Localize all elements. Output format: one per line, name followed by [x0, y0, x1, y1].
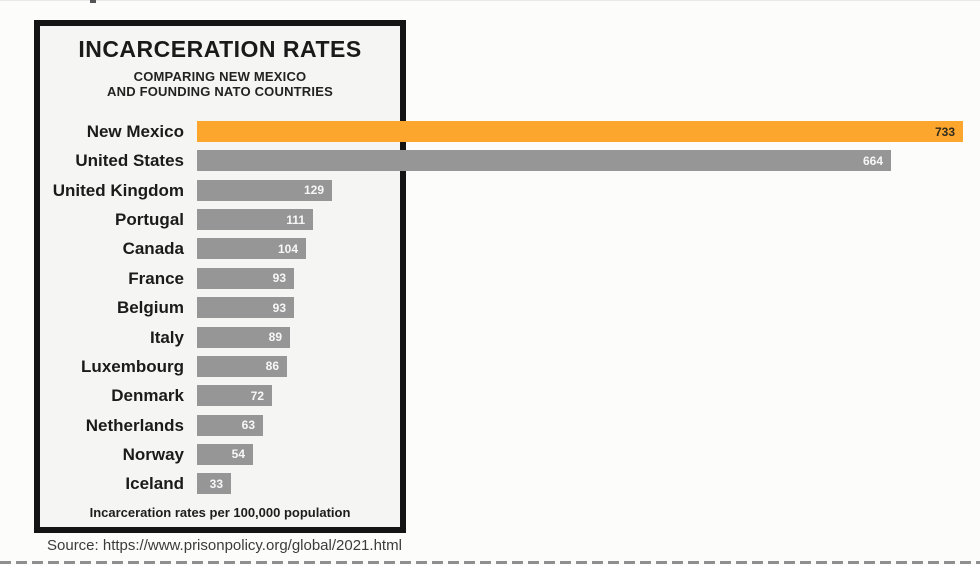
chart-row: Italy 89 — [0, 326, 980, 348]
category-label: New Mexico — [86, 122, 184, 141]
chart-row: United Kingdom 129 — [0, 179, 980, 201]
chart-subtitle-line2: AND FOUNDING NATO COUNTRIES — [107, 84, 333, 99]
cropped-top-line — [0, 0, 980, 1]
category-label: Italy — [149, 327, 184, 347]
bar: 664 — [197, 150, 891, 172]
value-label: 54 — [231, 447, 245, 462]
category-label: Luxembourg — [81, 356, 184, 376]
chart-row: France 93 — [0, 267, 980, 289]
value-label: 93 — [272, 271, 286, 286]
cropped-top-text-fragment — [90, 0, 96, 3]
value-label: 93 — [272, 300, 286, 315]
bar: 104 — [197, 238, 306, 260]
chart-subtitle: COMPARING NEW MEXICO AND FOUNDING NATO C… — [40, 69, 400, 99]
chart-row: Luxembourg 86 — [0, 355, 980, 377]
category-label: Portugal — [115, 210, 184, 230]
chart-row: Canada 104 — [0, 238, 980, 260]
category-label: United States — [75, 151, 184, 171]
chart-row: United States 664 — [0, 150, 980, 172]
chart-row: Norway 54 — [0, 443, 980, 465]
cropped-bottom-dashes — [0, 561, 980, 564]
category-label: Iceland — [125, 474, 184, 494]
bar: 89 — [197, 326, 290, 348]
bar: 93 — [197, 267, 294, 289]
category-label: Canada — [122, 239, 184, 259]
category-label: Denmark — [111, 386, 184, 406]
chart-row: Iceland 33 — [0, 473, 980, 495]
source-citation: Source: https://www.prisonpolicy.org/glo… — [47, 537, 402, 554]
bar: 72 — [197, 385, 272, 407]
category-label: Belgium — [116, 298, 184, 318]
bar: 63 — [197, 414, 263, 436]
value-label: 664 — [862, 153, 883, 168]
bar: 86 — [197, 355, 287, 377]
chart-row: New Mexico 733 — [0, 121, 980, 142]
value-label: 104 — [277, 241, 298, 256]
value-label: 733 — [934, 124, 955, 139]
category-label: France — [128, 268, 184, 288]
category-label: Netherlands — [85, 415, 184, 435]
bar-highlighted: 733 — [197, 121, 963, 142]
chart-title: INCARCERATION RATES — [78, 36, 362, 62]
bar: 129 — [197, 179, 332, 201]
value-label: 111 — [286, 212, 305, 227]
chart-footnote: Incarceration rates per 100,000 populati… — [89, 505, 351, 520]
category-label: Norway — [122, 444, 184, 464]
value-label: 129 — [303, 183, 324, 198]
chart-row: Netherlands 63 — [0, 414, 980, 436]
chart-subtitle-line1: COMPARING NEW MEXICO — [133, 69, 307, 84]
bar: 33 — [197, 473, 231, 495]
chart-row: Belgium 93 — [0, 297, 980, 319]
bar: 111 — [197, 209, 313, 231]
value-label: 86 — [265, 359, 279, 374]
chart-row: Denmark 72 — [0, 385, 980, 407]
category-label: United Kingdom — [52, 180, 184, 200]
bar: 54 — [197, 443, 253, 465]
value-label: 72 — [250, 388, 264, 403]
bar: 93 — [197, 297, 294, 319]
chart-row: Portugal 111 — [0, 209, 980, 231]
value-label: 89 — [268, 330, 282, 344]
value-label: 33 — [209, 476, 223, 491]
value-label: 63 — [241, 418, 255, 432]
